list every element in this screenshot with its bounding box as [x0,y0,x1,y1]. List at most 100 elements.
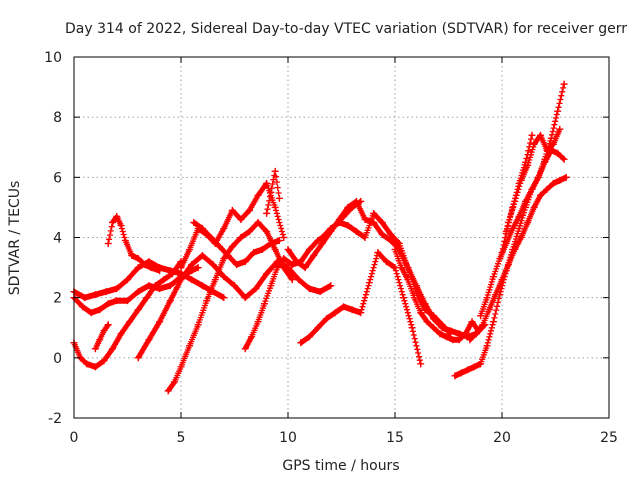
data-point [400,294,408,302]
data-point [87,309,95,317]
data-point [468,318,476,326]
data-point [314,324,322,332]
series-arc-4 [104,212,164,275]
data-point [194,264,202,272]
data-point [438,321,446,329]
data-point [430,312,438,320]
data-point [562,173,570,181]
data-point [417,309,425,317]
data-point [560,155,568,163]
data-point [186,246,194,254]
data-point [145,282,153,290]
data-point [462,330,470,338]
data-point [436,330,444,338]
data-point [271,203,279,211]
data-point [104,300,112,308]
data-point [121,237,129,245]
series-arc-9 [190,218,283,269]
x-tick-label: 0 [70,430,79,446]
data-point [522,197,530,205]
data-point [160,276,168,284]
x-tick-label: 5 [177,430,186,446]
data-point [470,363,478,371]
data-point [284,246,292,254]
data-point [327,282,335,290]
data-point [387,230,395,238]
data-point [91,291,99,299]
data-point [151,282,159,290]
series-arc-5 [91,321,112,353]
data-point [147,264,155,272]
data-point [543,146,551,154]
data-point [374,249,382,257]
data-point [263,179,271,187]
data-point [156,318,164,326]
data-point [96,336,104,344]
data-point [442,333,450,341]
data-point [83,360,91,368]
data-point [293,258,301,266]
data-point [397,264,405,272]
data-point [100,357,108,365]
data-point [156,285,164,293]
data-point [522,158,530,166]
data-point [457,369,465,377]
data-point [177,363,185,371]
data-point [451,372,459,380]
data-point [91,363,99,371]
data-point [492,291,500,299]
data-point [288,276,296,284]
data-point [301,264,309,272]
data-point [316,288,324,296]
x-tick-label: 25 [600,430,618,446]
data-point [455,330,463,338]
data-point [361,215,369,223]
data-point [318,240,326,248]
data-point [134,264,142,272]
data-point [198,224,206,232]
data-point [237,234,245,241]
data-point [502,227,510,235]
data-point [271,246,279,254]
data-point [271,167,279,175]
data-point [113,285,121,293]
data-point [554,149,562,157]
data-point [348,306,356,314]
data-point [515,224,523,232]
data-series [70,80,570,395]
data-point [489,273,497,281]
data-point [91,345,99,353]
data-point [171,378,179,386]
data-point [134,306,142,314]
x-tick-label: 10 [279,430,297,446]
data-point [378,230,386,238]
data-point [417,360,425,368]
data-point [113,212,121,220]
series-arc-2 [70,258,185,371]
data-point [340,303,348,311]
data-point [464,366,472,374]
data-point [496,255,504,263]
data-point [128,252,136,260]
data-point [280,255,288,263]
data-point [117,221,125,229]
data-point [483,342,491,350]
data-point [263,209,271,217]
data-point [408,324,416,332]
data-point [297,339,305,347]
data-point [166,267,174,275]
axis-ticks: 0 5 10 15 20 25 -2 0 2 4 6 8 10 [44,50,618,446]
data-point [258,246,266,254]
data-point [352,227,360,235]
y-tick-label: 6 [53,170,62,186]
data-point [156,267,164,275]
series-arc-11 [263,167,283,217]
data-point [391,246,399,254]
data-point [248,333,256,341]
data-point [515,212,523,220]
data-point [412,288,420,296]
data-point [96,306,104,314]
data-point [186,342,194,350]
data-point [517,234,525,241]
data-point [177,264,185,272]
